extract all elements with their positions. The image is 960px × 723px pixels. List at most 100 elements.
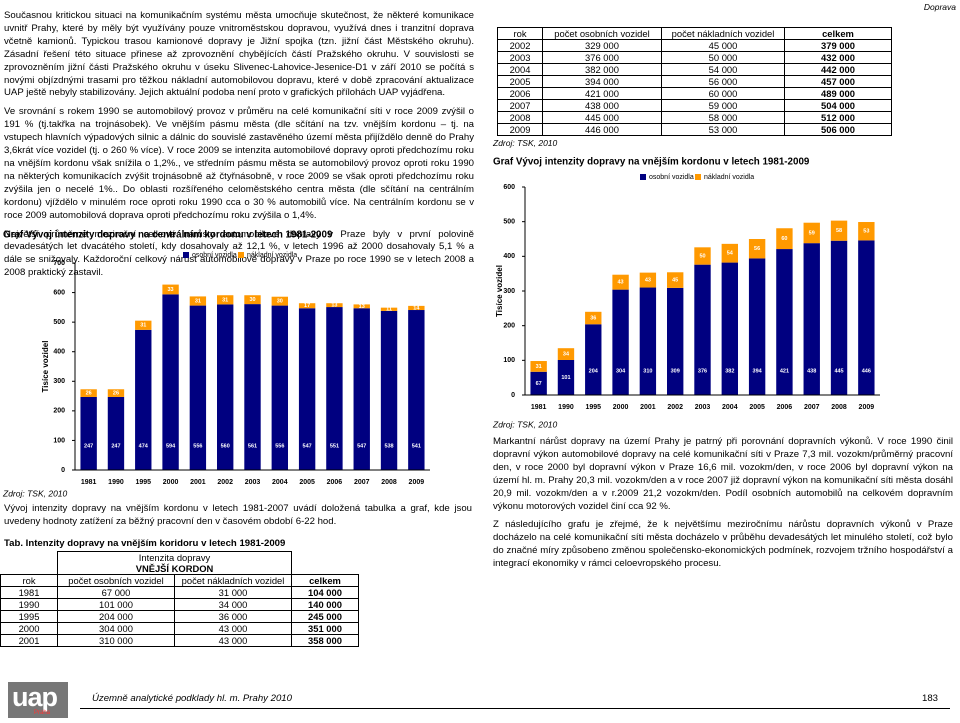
bar-segment	[80, 389, 97, 397]
cell: 376 000	[542, 51, 662, 64]
data-label: 541	[412, 443, 421, 449]
paragraph: Největší průměrné meziroční celkové nárů…	[4, 228, 474, 279]
cell	[1, 563, 58, 575]
cell: 245 000	[291, 610, 359, 623]
bar-segment	[557, 359, 575, 395]
cell: 67 000	[57, 586, 175, 599]
x-tick-label: 2001	[640, 404, 656, 411]
cell: 2003	[497, 51, 543, 64]
title-row: Intenzita dopravy	[1, 551, 359, 564]
x-tick-label: 2008	[831, 404, 847, 411]
cell	[1, 552, 58, 564]
x-tick-label: 2001	[190, 479, 206, 486]
bar-segment	[830, 220, 848, 241]
row: 2007 438 000 59 000 504 000	[497, 99, 892, 112]
logo-sub: Praha	[34, 710, 51, 716]
cell: 60 000	[661, 87, 785, 100]
data-label: 556	[275, 443, 284, 449]
bar-segment	[667, 287, 684, 395]
cell: 56 000	[661, 75, 785, 88]
data-label: 31	[536, 364, 542, 370]
table-caption: Tab. Intenzity dopravy na vnějším korido…	[4, 538, 286, 549]
bar-segment	[135, 329, 152, 470]
cell: 1990	[0, 598, 58, 611]
cell: 489 000	[784, 87, 892, 100]
data-label: 67	[536, 381, 542, 387]
row: 1995 204 000 36 000 245 000	[0, 610, 359, 623]
y-tick-label: 100	[53, 437, 65, 444]
cell: 382 000	[542, 63, 662, 76]
data-label: 53	[863, 229, 869, 235]
bar-segment	[803, 243, 820, 395]
header-cell: celkem	[784, 27, 892, 40]
cell: 358 000	[291, 634, 359, 647]
right-text: Markantní nárůst dopravy na území Prahy …	[493, 436, 953, 571]
data-label: 13	[331, 303, 337, 309]
bar-segment	[271, 305, 288, 470]
data-label: 33	[168, 287, 174, 293]
paragraph: Markantní nárůst dopravy na území Prahy …	[493, 436, 953, 512]
row: 2000 304 000 43 000 351 000	[0, 622, 359, 635]
data-label: 31	[195, 298, 201, 304]
source: Zdroj: TSK, 2010	[2, 488, 68, 498]
page-number: 183	[922, 693, 939, 704]
header-cell: počet nákladních vozidel	[661, 27, 785, 40]
x-tick-label: 2003	[245, 479, 261, 486]
cell: 50 000	[661, 51, 785, 64]
bar-segment	[612, 289, 629, 395]
x-tick-label: 2006	[327, 479, 343, 486]
bar-segment	[721, 262, 738, 395]
text-block: Vývoj intenzity dopravy na vnějším kordo…	[4, 503, 472, 529]
bar-segment	[408, 305, 425, 311]
cell: 204 000	[57, 610, 175, 623]
data-label: 30	[249, 297, 255, 303]
bar-segment	[585, 324, 602, 395]
bar-segment	[80, 396, 97, 470]
cell	[292, 552, 359, 564]
legend-swatch	[695, 174, 701, 180]
logo-text: uap	[12, 682, 58, 712]
bar-segment	[639, 272, 657, 288]
x-tick-label: 2002	[667, 404, 683, 411]
x-tick-label: 2007	[804, 404, 820, 411]
x-tick-label: 2005	[749, 404, 765, 411]
x-tick-label: 2000	[613, 404, 629, 411]
cell: 2001	[0, 634, 58, 647]
legend-label: osobní vozidla	[649, 174, 694, 181]
cell: 446 000	[542, 123, 662, 136]
y-tick-label: 200	[53, 408, 65, 415]
cell: 506 000	[784, 123, 892, 136]
data-label: 13	[359, 304, 365, 310]
data-label: 310	[643, 368, 652, 374]
x-tick-label: 2000	[163, 479, 179, 486]
cell: 351 000	[291, 622, 359, 635]
y-tick-label: 500	[503, 219, 515, 226]
bar-segment	[271, 296, 288, 306]
data-label: 560	[221, 443, 230, 449]
left-text: Současnou kritickou situaci na komunikač…	[4, 10, 474, 280]
legend-label: osobní vozidla	[192, 252, 237, 259]
header-cell: počet osobních vozidel	[57, 574, 175, 587]
cell: 1995	[0, 610, 58, 623]
row: 1990 101 000 34 000 140 000	[0, 598, 359, 611]
data-label: 394	[753, 368, 763, 374]
data-label: 11	[386, 307, 392, 313]
footer-text: Územně analytické podklady hl. m. Prahy …	[92, 693, 292, 704]
bar-segment	[530, 361, 547, 372]
legend-swatch	[183, 252, 189, 258]
y-axis-label: Tisíce vozidel	[41, 341, 50, 393]
cell: 54 000	[661, 63, 785, 76]
y-tick-label: 400	[53, 349, 65, 356]
cell: 512 000	[784, 111, 892, 124]
data-label: 14	[413, 305, 420, 311]
bar-segment	[162, 294, 179, 470]
data-label: 421	[780, 368, 789, 374]
chart: Graf Vývoj intenzity dopravy na centráln…	[2, 230, 430, 498]
cell: 2005	[497, 75, 543, 88]
cell: 379 000	[784, 39, 892, 52]
bar-segment	[858, 222, 875, 241]
source: Zdroj: TSK, 2010	[493, 138, 558, 148]
cell: 2006	[497, 87, 543, 100]
x-tick-label: 2007	[354, 479, 370, 486]
data-label: 31	[140, 323, 146, 329]
